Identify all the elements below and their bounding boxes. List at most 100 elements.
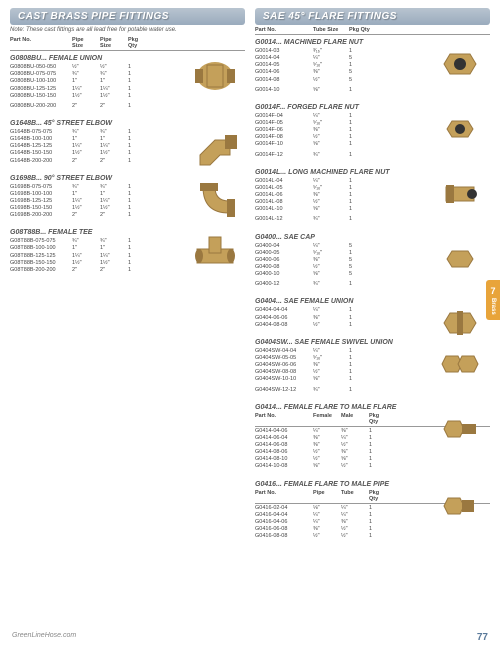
- product-image: [430, 404, 490, 454]
- cell: 1½": [72, 93, 100, 100]
- cell: ⅜": [313, 257, 349, 264]
- cell: ⅛": [313, 505, 341, 512]
- cell: 1: [128, 103, 148, 110]
- cell: 5: [349, 257, 377, 264]
- tab-number: 7: [490, 286, 495, 296]
- cell: G0404-06-06: [255, 315, 313, 322]
- cell: G0400-04: [255, 243, 313, 250]
- cell: G0400-06: [255, 257, 313, 264]
- cell: ¼": [313, 113, 349, 120]
- product-row: G0414-08-10½"⅝"1: [255, 456, 490, 463]
- cell: ¼": [313, 512, 341, 519]
- cell: G0014L-06: [255, 192, 313, 199]
- cell: G1698B-200-200: [10, 212, 72, 219]
- cell: 1½": [100, 93, 128, 100]
- cell: G0014F-04: [255, 113, 313, 120]
- cell: 1: [349, 206, 377, 213]
- col-header: Pkg Qty: [369, 413, 389, 425]
- cell: 1: [349, 348, 377, 355]
- cell: G0404SW-08-08: [255, 369, 313, 376]
- cell: ¼": [341, 512, 369, 519]
- cell: 1: [128, 136, 148, 143]
- cell: G0014-04: [255, 55, 313, 62]
- cell: 1: [349, 369, 377, 376]
- cell: 1: [369, 435, 389, 442]
- left-column: CAST BRASS PIPE FITTINGSNote: These cast…: [10, 8, 245, 550]
- cell: ¼": [313, 428, 341, 435]
- right-header: SAE 45° FLARE FITTINGS: [255, 8, 490, 25]
- cell: ³⁄₁₆": [313, 48, 349, 55]
- cell: 1: [349, 48, 377, 55]
- cell: 1: [128, 267, 148, 274]
- cell: G1698B-150-150: [10, 205, 72, 212]
- cell: G1648B-125-125: [10, 143, 72, 150]
- cell: ⅝": [313, 141, 349, 148]
- cell: G0014F-12: [255, 152, 313, 159]
- product-image: [185, 175, 245, 225]
- cell: 1: [128, 129, 148, 136]
- cell: 1": [100, 245, 128, 252]
- cell: 5: [349, 243, 377, 250]
- cell: 1: [349, 127, 377, 134]
- cell: ⅜": [341, 428, 369, 435]
- cell: G0404SW-12-12: [255, 387, 313, 394]
- cell: 1: [128, 158, 148, 165]
- cell: G0416-02-04: [255, 505, 313, 512]
- cell: ½": [313, 264, 349, 271]
- cell: ½": [313, 77, 349, 84]
- cell: 1½": [72, 150, 100, 157]
- cell: ½": [313, 369, 349, 376]
- col-header: Pkg Qty: [128, 37, 148, 49]
- cell: G0416-08-08: [255, 533, 313, 540]
- cell: ⅜": [313, 435, 341, 442]
- cell: G0808BU-050-050: [10, 64, 72, 71]
- cell: G0014-10: [255, 87, 313, 94]
- cell: ¾": [100, 184, 128, 191]
- cell: G0014L-08: [255, 199, 313, 206]
- cell: G0416-06-08: [255, 526, 313, 533]
- cell: G1698B-100-100: [10, 191, 72, 198]
- cell: G0400-05: [255, 250, 313, 257]
- cell: 1½": [100, 260, 128, 267]
- cell: ½": [341, 533, 369, 540]
- product-row: G0808BU-200-2002"2"1: [10, 103, 245, 110]
- col-header: Tube: [341, 490, 369, 502]
- cell: ⅜": [341, 449, 369, 456]
- cell: G08T88B-100-100: [10, 245, 72, 252]
- cell: 1: [128, 260, 148, 267]
- cell: 1: [369, 519, 389, 526]
- cell: 1: [128, 150, 148, 157]
- cell: ⅝": [313, 87, 349, 94]
- cell: 1: [369, 533, 389, 540]
- cell: ¾": [72, 184, 100, 191]
- cell: G0400-10: [255, 271, 313, 278]
- cell: 1: [128, 93, 148, 100]
- cell: ½": [313, 533, 341, 540]
- product-section: G08T88B... FEMALE TEEG08T88B-075-075¾"¾"…: [10, 229, 245, 274]
- cell: G0014F-08: [255, 134, 313, 141]
- cell: ½": [341, 463, 369, 470]
- cell: 1": [100, 191, 128, 198]
- cell: G0014L-04: [255, 178, 313, 185]
- cell: 1: [128, 64, 148, 71]
- cell: 5: [349, 77, 377, 84]
- cell: 1: [349, 152, 377, 159]
- cell: 1: [369, 526, 389, 533]
- cell: ¾": [313, 387, 349, 394]
- cell: G1698B-125-125: [10, 198, 72, 205]
- cell: G0404-04-04: [255, 307, 313, 314]
- cell: 2": [100, 267, 128, 274]
- cell: 2": [72, 212, 100, 219]
- product-section: G1698B... 90° STREET ELBOWG1698B-075-075…: [10, 175, 245, 220]
- cell: G1648B-075-075: [10, 129, 72, 136]
- cell: 5: [349, 271, 377, 278]
- cell: ¼": [313, 243, 349, 250]
- cell: 1: [349, 250, 377, 257]
- cell: 1½": [100, 150, 128, 157]
- left-column-headers: Part No.Pipe SizePipe SizePkg Qty: [10, 37, 245, 51]
- cell: 1: [349, 387, 377, 394]
- cell: G08T88B-075-075: [10, 238, 72, 245]
- cell: ¼": [313, 307, 349, 314]
- cell: 1: [128, 212, 148, 219]
- product-section: G0400... SAE CAPG0400-04¼"5G0400-05⁵⁄₁₆"…: [255, 234, 490, 289]
